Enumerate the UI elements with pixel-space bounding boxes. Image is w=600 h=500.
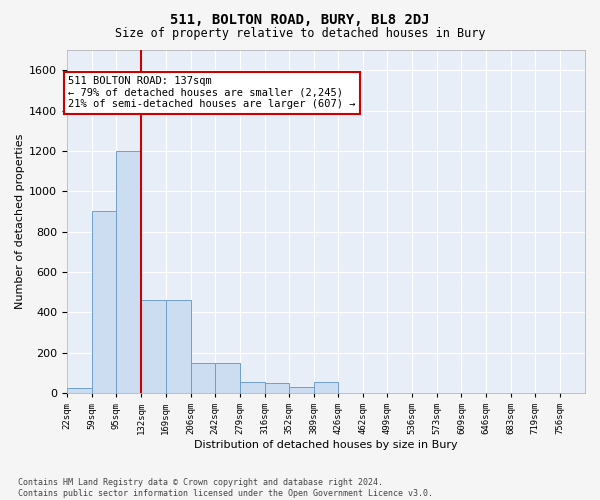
Bar (166, 300, 191, 393)
Text: 511 BOLTON ROAD: 137sqm
← 79% of detached houses are smaller (2,245)
21% of semi: 511 BOLTON ROAD: 137sqm ← 79% of detache… (68, 76, 356, 110)
Bar (92, 212, 117, 393)
Y-axis label: Number of detached properties: Number of detached properties (15, 134, 25, 310)
Bar (314, 382, 338, 393)
Bar (191, 363, 215, 393)
Text: Size of property relative to detached houses in Bury: Size of property relative to detached ho… (115, 28, 485, 40)
Bar (239, 382, 265, 393)
Bar (289, 387, 314, 393)
Bar (67, 388, 92, 393)
Bar (141, 300, 166, 393)
Text: 511, BOLTON ROAD, BURY, BL8 2DJ: 511, BOLTON ROAD, BURY, BL8 2DJ (170, 12, 430, 26)
Bar (265, 383, 289, 393)
Bar (215, 363, 239, 393)
Text: Contains HM Land Registry data © Crown copyright and database right 2024.
Contai: Contains HM Land Registry data © Crown c… (18, 478, 433, 498)
Bar (116, 151, 141, 393)
X-axis label: Distribution of detached houses by size in Bury: Distribution of detached houses by size … (194, 440, 458, 450)
